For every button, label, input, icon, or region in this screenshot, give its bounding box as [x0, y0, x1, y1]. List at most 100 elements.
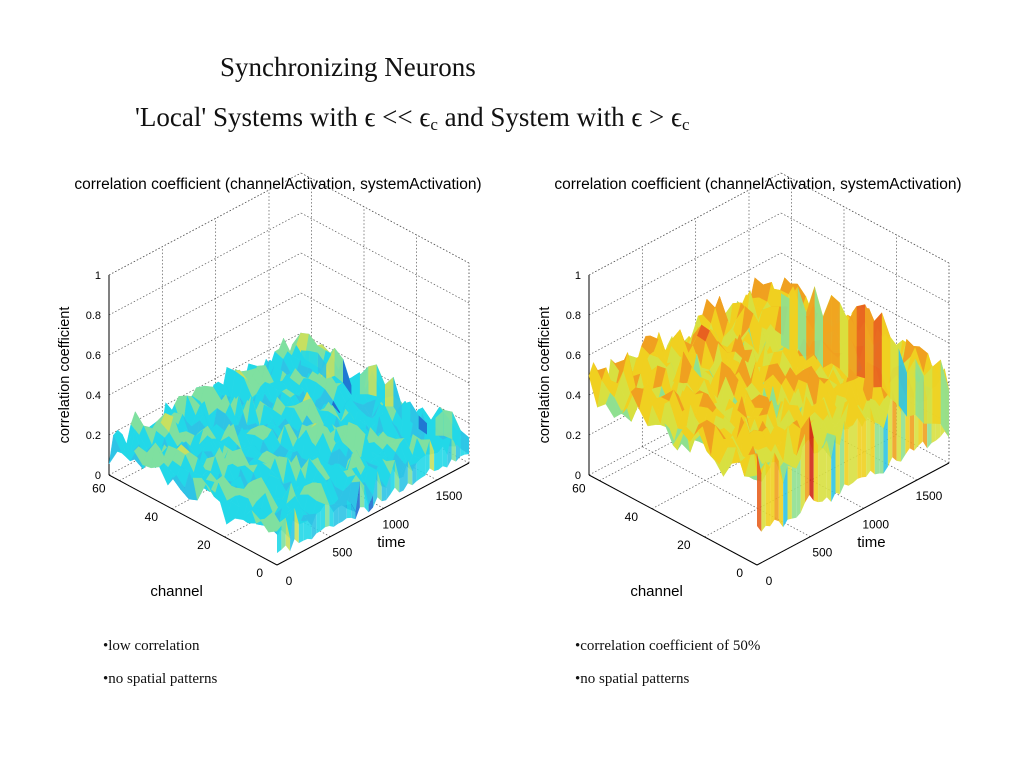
z-tick-label: 0	[575, 470, 581, 482]
z-tick-label: 0.8	[566, 310, 581, 322]
subtitle-text-1: 'Local' Systems with	[135, 102, 365, 132]
channel-tick-label: 0	[736, 566, 743, 580]
surface-skirt	[778, 461, 784, 528]
subtitle-epsilon-2: ϵ	[419, 102, 431, 132]
subtitle-text-2: and System with	[437, 102, 632, 132]
surface-skirt	[865, 304, 874, 388]
surface-skirt	[346, 499, 352, 519]
surface-skirt	[839, 302, 849, 379]
time-axis	[756, 462, 950, 566]
surface-skirt	[818, 445, 823, 503]
surface-skirt	[309, 350, 318, 372]
surface-skirt	[848, 306, 857, 379]
slide-subtitle: 'Local' Systems with ϵ << ϵc and System …	[135, 102, 690, 135]
surface-skirt	[781, 293, 790, 350]
time-tick-label: 500	[812, 546, 832, 560]
channel-axis	[588, 474, 758, 566]
surface-skirt	[447, 435, 452, 468]
surface-skirt	[831, 435, 836, 502]
surface-skirt	[401, 401, 411, 422]
z-tick-label: 0.2	[566, 430, 581, 442]
time-tick-label: 1000	[862, 517, 889, 531]
surface-skirt	[435, 410, 444, 436]
surface-skirt	[813, 437, 819, 503]
z-tick-label: 0.4	[566, 390, 581, 402]
channel-axis	[108, 474, 278, 566]
chart-left: 0 500 1000 1500 0 20 40 60 0 0.2 0.4 0.6 0.8 1 correla…	[55, 165, 515, 610]
surface-skirt	[410, 401, 419, 429]
subtitle-operator-greater: >	[642, 102, 672, 132]
slide-title: Synchronizing Neurons	[220, 52, 476, 82]
surface-skirt	[334, 348, 343, 383]
surface-skirt	[783, 465, 788, 528]
bullet-no-spatial-patterns: •no spatial patterns	[103, 671, 218, 687]
surface-skirt	[326, 348, 335, 379]
surface-skirt	[879, 424, 884, 474]
surface-skirt	[839, 420, 845, 495]
surface-skirt	[416, 458, 421, 482]
surface-skirt	[368, 364, 377, 397]
surface-skirt	[277, 525, 282, 554]
surface-skirt	[364, 486, 369, 513]
box-edge	[588, 172, 782, 276]
backwall-grid-horizontal	[108, 212, 302, 316]
surface-skirt	[915, 358, 924, 424]
surface-skirt	[359, 481, 365, 508]
chart-title: correlation coefficient (channelActivati…	[74, 176, 481, 193]
surface-skirt	[823, 295, 832, 368]
surface-skirt	[932, 359, 941, 424]
z-tick-label: 0	[95, 470, 101, 482]
surface-skirt	[881, 312, 891, 399]
surface-skirt	[294, 508, 299, 544]
bullets-right: •correlation coefficient of 50% •no spat…	[575, 638, 760, 704]
surface-skirt	[307, 520, 312, 540]
z-tick-label: 0.6	[566, 350, 581, 362]
surface-skirt	[883, 412, 888, 474]
bullet-no-spatial-patterns: •no spatial patterns	[575, 671, 690, 687]
surface-skirt	[407, 460, 413, 486]
surface-skirt	[390, 460, 395, 495]
surface-skirt	[429, 439, 435, 472]
surface-skirt	[797, 286, 807, 361]
surface-skirt	[329, 505, 334, 527]
bullet-low-correlation: •low correlation	[103, 638, 200, 654]
surface-skirt	[890, 336, 899, 406]
surface-skirt	[368, 495, 373, 513]
z-tick-label: 0.4	[86, 390, 101, 402]
sidewall-grid-horizontal	[300, 292, 470, 384]
channel-axis-label: channel	[150, 583, 203, 600]
bullet-correlation-50: •correlation coefficient of 50%	[575, 638, 761, 654]
surface-patch	[748, 445, 762, 475]
surface-skirt	[866, 407, 871, 477]
surface-skirt	[873, 312, 882, 388]
time-tick-label: 1500	[916, 489, 943, 503]
time-tick-label: 0	[286, 574, 293, 588]
surface-skirt	[399, 476, 404, 493]
surface	[588, 277, 950, 532]
channel-tick-label: 20	[197, 538, 211, 552]
surface-skirt	[373, 470, 378, 508]
surface-patch	[268, 511, 282, 533]
bullets-left: •low correlation •no spatial patterns	[103, 638, 217, 704]
surface-skirt	[857, 418, 862, 479]
surface-skirt	[806, 286, 815, 361]
sidewall-grid-horizontal	[780, 212, 950, 304]
surface-skirt	[425, 439, 430, 476]
surface-skirt	[320, 504, 325, 531]
surface-skirt	[907, 358, 916, 417]
surface-skirt	[831, 295, 840, 369]
channel-tick-label: 0	[256, 566, 263, 580]
surface-skirt	[301, 350, 310, 369]
backwall-grid-horizontal	[108, 292, 302, 396]
surface-skirt	[438, 446, 443, 470]
surface-skirt	[343, 359, 352, 395]
surface-skirt	[770, 452, 775, 527]
box-edge	[108, 172, 302, 276]
surface-skirt	[381, 486, 387, 502]
surface-skirt	[351, 503, 356, 520]
surface-skirt	[923, 367, 933, 424]
surface-skirt	[355, 481, 360, 520]
surface-skirt	[761, 461, 766, 532]
